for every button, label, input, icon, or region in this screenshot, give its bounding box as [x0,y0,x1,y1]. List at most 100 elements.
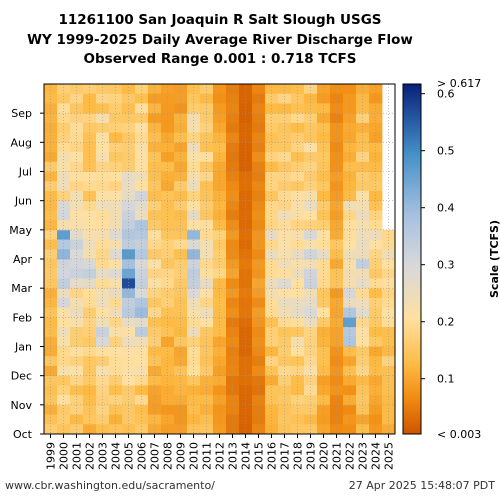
heatmap-cell [200,200,214,211]
heatmap-cell [317,132,331,143]
heatmap-cell [239,161,253,172]
heatmap-cell [369,365,383,377]
heatmap-cell [369,297,383,309]
heatmap-cell [330,365,344,377]
heatmap-cell [187,249,201,260]
heatmap-cell [161,161,175,172]
heatmap-cell [135,317,149,328]
heatmap-cell [83,375,97,386]
heatmap-cell [161,317,175,328]
heatmap-cell [148,375,162,386]
heatmap-cell [239,239,253,250]
heatmap-cell [109,132,123,143]
heatmap-cell [356,375,370,386]
heatmap-cell [109,317,123,328]
heatmap-cell [187,356,201,367]
heatmap-cell [213,239,227,250]
heatmap-cell [330,404,344,415]
heatmap-cell [148,336,162,347]
heatmap-cell [148,414,162,425]
heatmap-cell [343,327,357,338]
heatmap-cell [317,278,331,289]
heatmap-cell [187,93,201,104]
heatmap-cell [265,122,279,134]
heatmap-cell [148,122,162,134]
heatmap-cell [252,278,266,289]
heatmap-cell [317,365,331,377]
heatmap-cell [148,327,162,338]
heatmap-cell [200,365,214,377]
heatmap-cell [226,288,240,299]
heatmap-cell [213,365,227,377]
heatmap-cell [57,171,71,182]
heatmap-cell [278,161,292,172]
heatmap-cell [226,84,240,95]
heatmap-cell [200,113,214,124]
heatmap-cell [96,200,110,211]
heatmap-cell [148,365,162,377]
heatmap-cell [304,84,318,95]
heatmap-cell [239,200,253,211]
heatmap-cell [239,395,253,406]
heatmap-cell [83,84,97,95]
heatmap-cell [161,336,175,347]
heatmap-cell [356,278,370,289]
heatmap-cell [83,210,97,221]
heatmap-cell [57,375,71,386]
x-tick-label: 2005 [123,442,136,470]
heatmap-cell [200,336,214,347]
colorbar-ticks: 0.6 0.5 0.4 0.3 0.2 0.1 [421,88,455,386]
grid-lines [44,84,395,434]
heatmap-cell [330,375,344,386]
x-tick-label: 2024 [370,442,383,470]
footer-url[interactable]: www.cbr.washington.edu/sacramento/ [5,479,215,492]
heatmap-cell [265,395,279,406]
heatmap-cell [265,327,279,338]
heatmap-cell [135,152,149,163]
heatmap-cell [96,161,110,172]
heatmap-cell [174,93,188,104]
heatmap-cell [135,113,149,124]
heatmap-cell [57,161,71,172]
heatmap-cell [122,171,136,182]
heatmap-cell [174,317,188,328]
heatmap-cell [174,278,188,289]
heatmap-cell [265,278,279,289]
heatmap-cell [291,395,305,406]
heatmap-cell [135,84,149,95]
heatmap-cell [70,356,84,367]
heatmap-cell [187,113,201,124]
heatmap-cell [239,249,253,260]
heatmap-cell [343,297,357,309]
heatmap-cell [343,171,357,182]
heatmap-cell [70,239,84,250]
heatmap-cell [122,249,136,260]
heatmap-cell [330,132,344,143]
heatmap-cell [226,122,240,134]
heatmap-cell [174,365,188,377]
heatmap-cell [122,278,136,289]
heatmap-cell [317,210,331,221]
heatmap-cell [187,404,201,415]
heatmap-cell [356,414,370,425]
x-tick-label: 2007 [149,442,162,470]
heatmap-cell [291,161,305,172]
heatmap-cell [304,210,318,221]
heatmap-cell [200,327,214,338]
heatmap-cell [70,395,84,406]
heatmap-cell [187,395,201,406]
heatmap-cell [44,84,58,95]
heatmap-cell [96,113,110,124]
heatmap-cell [213,327,227,338]
heatmap-cell [343,132,357,143]
heatmap-cell [278,395,292,406]
heatmap-cell [291,200,305,211]
heatmap-cell [83,152,97,163]
heatmap-cell [317,288,331,299]
x-tick-label: 2010 [188,442,201,470]
heatmap-cell [109,210,123,221]
heatmap-cell [226,278,240,289]
heatmap-cell [382,317,396,328]
heatmap-cell [161,152,175,163]
heatmap-cell [213,395,227,406]
